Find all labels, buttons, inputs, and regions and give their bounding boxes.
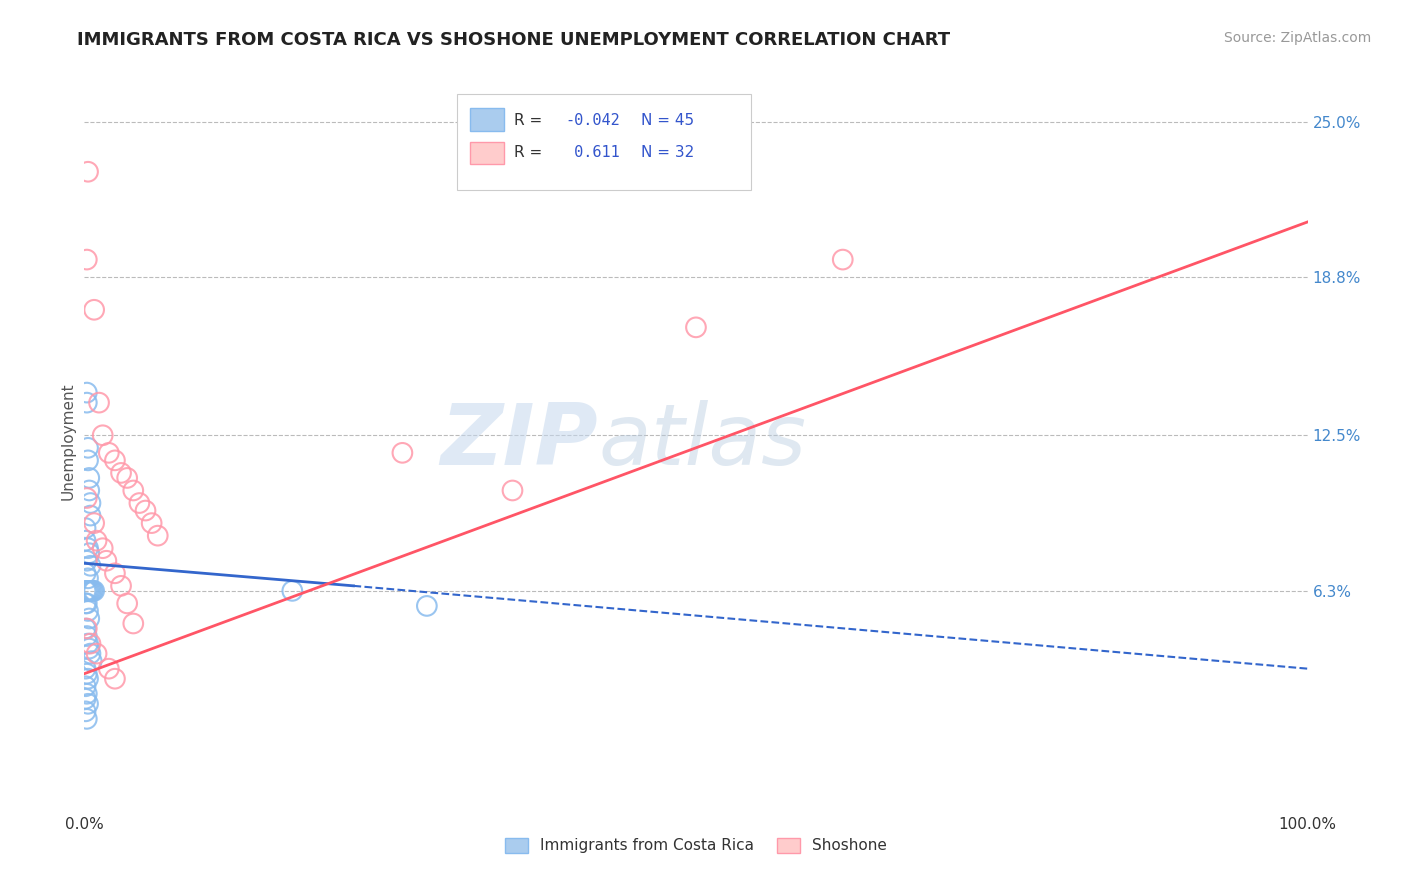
Point [76,596,98,610]
Point [77,165,100,179]
Point [115,596,138,610]
Point [83,583,105,598]
Point [83,516,105,530]
Point [76,252,98,267]
Point [281,583,304,598]
Point [77,583,100,598]
Y-axis label: Unemployment: Unemployment [60,383,76,500]
Point [83,302,105,317]
Point [122,616,145,631]
Point [416,599,439,613]
Point [76,491,98,505]
Point [75,691,97,706]
Point [75,662,97,676]
Text: IMMIGRANTS FROM COSTA RICA VS SHOSHONE UNEMPLOYMENT CORRELATION CHART: IMMIGRANTS FROM COSTA RICA VS SHOSHONE U… [77,31,950,49]
Text: N = 45: N = 45 [641,112,695,128]
Point [77,583,100,598]
Point [75,704,97,718]
Point [82,583,104,598]
Text: 0.611: 0.611 [565,145,620,161]
Text: R =: R = [513,145,547,161]
Point [77,697,100,711]
Point [80,583,103,598]
Point [76,395,98,409]
Point [146,529,169,543]
Point [96,554,118,568]
Point [80,654,103,668]
Text: N = 32: N = 32 [641,145,695,161]
Point [77,571,100,585]
Point [685,320,707,334]
Point [77,453,100,467]
Point [97,662,120,676]
Point [502,483,524,498]
Point [77,611,100,625]
Point [104,453,127,467]
Point [122,483,145,498]
Point [79,583,101,598]
Point [77,604,100,618]
Point [87,395,110,409]
Point [110,579,132,593]
Point [77,541,100,556]
Point [76,687,98,701]
Point [91,428,114,442]
Point [79,636,101,650]
Point [77,441,100,455]
Point [76,629,98,643]
Point [79,496,101,510]
Point [128,496,150,510]
FancyBboxPatch shape [457,94,751,190]
Point [104,672,127,686]
Point [75,533,97,548]
Text: Source: ZipAtlas.com: Source: ZipAtlas.com [1223,31,1371,45]
Point [76,554,98,568]
Point [76,622,98,636]
FancyBboxPatch shape [470,142,503,164]
Point [75,521,97,535]
Text: atlas: atlas [598,400,806,483]
Point [391,446,413,460]
Point [77,546,100,560]
Text: ZIP: ZIP [440,400,598,483]
Point [86,533,108,548]
Legend: Immigrants from Costa Rica, Shoshone: Immigrants from Costa Rica, Shoshone [499,831,893,860]
Point [135,503,157,517]
Point [75,679,97,693]
Point [76,385,98,400]
Point [79,647,101,661]
Point [76,666,98,681]
Point [86,647,108,661]
Point [77,636,100,650]
Point [141,516,163,530]
Point [91,541,114,556]
Point [97,446,120,460]
Text: -0.042: -0.042 [565,112,620,128]
Point [110,466,132,480]
Point [75,566,97,581]
Point [77,471,100,485]
Point [79,508,101,523]
Point [75,583,97,598]
Point [831,252,853,267]
Point [76,712,98,726]
Point [115,471,138,485]
FancyBboxPatch shape [470,109,503,130]
Point [77,483,100,498]
Point [77,641,100,656]
Text: R =: R = [513,112,547,128]
Point [75,622,97,636]
Point [77,672,100,686]
Point [104,566,127,581]
Point [79,558,101,573]
Point [76,583,98,598]
Point [75,596,97,610]
